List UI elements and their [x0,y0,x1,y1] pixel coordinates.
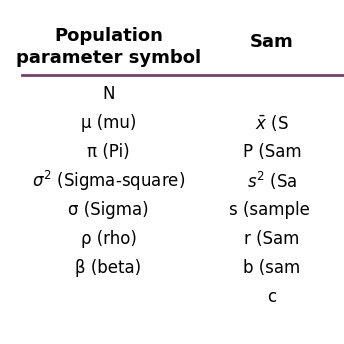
Text: r (Sam: r (Sam [244,229,300,248]
Text: $\sigma^2$ (Sigma-square): $\sigma^2$ (Sigma-square) [32,169,185,193]
Text: N: N [102,85,115,103]
Text: P (Sam: P (Sam [243,142,301,161]
Text: c: c [268,288,277,305]
Text: μ (mu): μ (mu) [81,114,136,131]
Text: Sam: Sam [250,33,294,51]
Text: $\bar{x}$ (S: $\bar{x}$ (S [255,112,289,132]
Text: parameter symbol: parameter symbol [16,49,201,67]
Text: σ (Sigma): σ (Sigma) [68,201,149,218]
Text: Population: Population [54,26,163,44]
Text: s (sample: s (sample [229,201,315,218]
Text: $s^2$ (Sa: $s^2$ (Sa [247,170,297,192]
Text: π (Pi): π (Pi) [87,142,130,161]
Text: ρ (rho): ρ (rho) [80,229,137,248]
Text: β (beta): β (beta) [75,259,142,277]
Text: b (sam: b (sam [244,259,301,277]
